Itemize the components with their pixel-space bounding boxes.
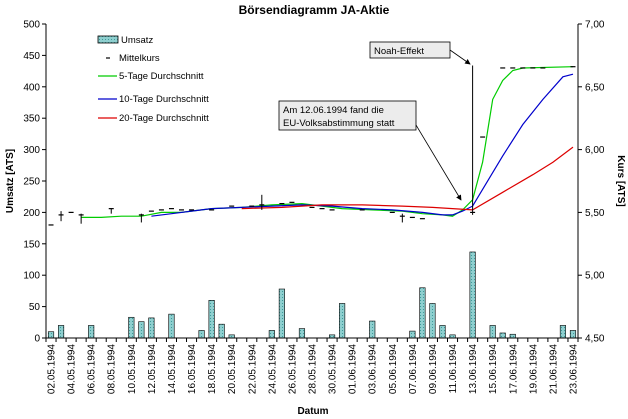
legend-label-mittelkurs: Mittelkurs (119, 53, 160, 64)
y-right-tick-label: 6,50 (585, 82, 605, 93)
umsatz-bar (198, 330, 205, 339)
umsatz-bar (208, 300, 215, 339)
umsatz-bar (409, 330, 416, 339)
umsatz-bar (339, 303, 346, 339)
legend-swatch-umsatz (97, 35, 119, 44)
umsatz-bar (499, 332, 506, 339)
plot-frame (45, 24, 579, 339)
y-axis-right: 4,50 5,00 5,50 6,00 6,50 7,00 Kurs [ATS] (578, 20, 626, 345)
moving-average-lines (81, 66, 574, 218)
x-tick-label: 04.05.1994 (67, 344, 78, 394)
umsatz-bar (168, 313, 175, 339)
legend: Umsatz Mittelkurs 5-Tage Durchschnitt 10… (97, 35, 209, 124)
y-left-tick-label: 100 (23, 271, 40, 282)
x-tick-label: 15.06.1994 (488, 344, 499, 394)
umsatz-bar (278, 288, 285, 339)
x-tick-label: 10.05.1994 (127, 344, 138, 394)
umsatz-bar (439, 325, 446, 339)
x-tick-label: 20.05.1994 (227, 344, 238, 394)
x-tick-label: 08.05.1994 (107, 344, 118, 394)
x-tick-label: 17.06.1994 (508, 344, 519, 394)
x-tick-label: 09.06.1994 (428, 344, 439, 394)
y-axis-left: 0 50 100 150 200 250 300 350 400 450 500 Umsatz [A… (5, 20, 46, 345)
x-tick-label: 02.05.1994 (47, 344, 58, 394)
x-axis: 02.05.1994 04.05.1994 06.05.1994 08.05.1994… (45, 338, 579, 417)
y-left-tick-label: 150 (23, 239, 40, 250)
mittelkurs-marks (48, 65, 576, 226)
umsatz-bar (88, 325, 95, 339)
x-tick-label: 14.05.1994 (167, 344, 178, 394)
annotation-volksabstimmung: Am 12.06.1994 fand die EU-Volksabstimmun… (278, 100, 462, 201)
umsatz-bar (419, 287, 426, 339)
x-tick-label: 06.05.1994 (87, 344, 98, 394)
line-5-tage (81, 66, 574, 218)
umsatz-bar (138, 321, 145, 339)
annotation-volks-arrow (415, 124, 462, 201)
umsatz-bar (469, 251, 476, 339)
x-tick-label: 07.06.1994 (408, 344, 419, 394)
y-left-tick-label: 400 (23, 82, 40, 93)
umsatz-bar (218, 323, 225, 339)
umsatz-bar (47, 331, 55, 339)
y-left-tick-label: 500 (23, 20, 40, 31)
y-right-tick-label: 7,00 (585, 20, 605, 31)
umsatz-bar (128, 316, 135, 339)
x-tick-label: 21.06.1994 (548, 344, 559, 394)
annotation-noah-effekt: Noah-Effekt (369, 41, 471, 65)
y-left-tick-label: 250 (23, 177, 40, 188)
x-tick-label: 16.05.1994 (187, 344, 198, 394)
annotation-volks-text-line-2: EU-Volksabstimmung statt (283, 118, 395, 129)
y-left-tick-label: 200 (23, 208, 40, 219)
annotation-volks-box (278, 100, 417, 131)
x-tick-label: 28.05.1994 (308, 344, 319, 394)
y-axis-right-title: Kurs [ATS] (615, 155, 626, 206)
y-left-tick-label: 350 (23, 114, 40, 125)
umsatz-bar (57, 325, 65, 339)
x-tick-label: 22.05.1994 (247, 344, 258, 394)
umsatz-bar (509, 333, 516, 339)
legend-label-5-tage: 5-Tage Durchschnitt (119, 71, 204, 82)
x-tick-label: 05.06.1994 (388, 344, 399, 394)
y-left-tick-label: 50 (29, 302, 41, 313)
umsatz-bar (369, 320, 376, 339)
chart-title: Börsendiagramm JA-Aktie (239, 3, 390, 17)
umsatz-bar (429, 303, 436, 339)
umsatz-bar (569, 330, 577, 339)
y-left-tick-label: 0 (34, 334, 40, 345)
x-tick-label: 12.05.1994 (147, 344, 158, 394)
x-tick-label: 01.06.1994 (348, 344, 359, 394)
y-left-tick-label: 300 (23, 145, 40, 156)
umsatz-bar (489, 325, 496, 339)
x-tick-label: 18.05.1994 (207, 344, 218, 394)
line-20-tage (241, 146, 574, 211)
umsatz-bars (47, 251, 577, 339)
y-right-tick-label: 5,00 (585, 271, 605, 282)
x-tick-label: 24.05.1994 (267, 344, 278, 394)
y-right-tick-label: 6,00 (585, 145, 605, 156)
x-tick-label: 19.06.1994 (528, 344, 539, 394)
umsatz-bar (559, 325, 567, 339)
legend-label-20-tage: 20-Tage Durchschnitt (119, 113, 209, 124)
x-tick-label: 30.05.1994 (328, 344, 339, 394)
annotation-volks-text-line-1: Am 12.06.1994 fand die (283, 105, 384, 116)
umsatz-bar (268, 330, 275, 339)
y-axis-left-title: Umsatz [ATS] (5, 149, 16, 213)
y-right-tick-label: 5,50 (585, 208, 605, 219)
line-10-tage (151, 73, 574, 217)
y-left-tick-label: 450 (23, 51, 40, 62)
annotation-noah-text: Noah-Effekt (374, 46, 424, 57)
y-right-tick-label: 4,50 (585, 334, 605, 345)
umsatz-bar (148, 317, 155, 339)
legend-label-10-tage: 10-Tage Durchschnitt (119, 94, 209, 105)
legend-label-umsatz: Umsatz (121, 35, 153, 46)
x-tick-label: 03.06.1994 (368, 344, 379, 394)
x-tick-label: 26.05.1994 (287, 344, 298, 394)
x-axis-title: Datum (297, 406, 328, 417)
annotation-noah-arrow (449, 49, 471, 65)
x-tick-label: 11.06.1994 (448, 344, 459, 394)
umsatz-bar (298, 328, 306, 339)
x-tick-label: 13.06.1994 (468, 344, 479, 394)
x-tick-label: 23.06.1994 (568, 344, 579, 394)
